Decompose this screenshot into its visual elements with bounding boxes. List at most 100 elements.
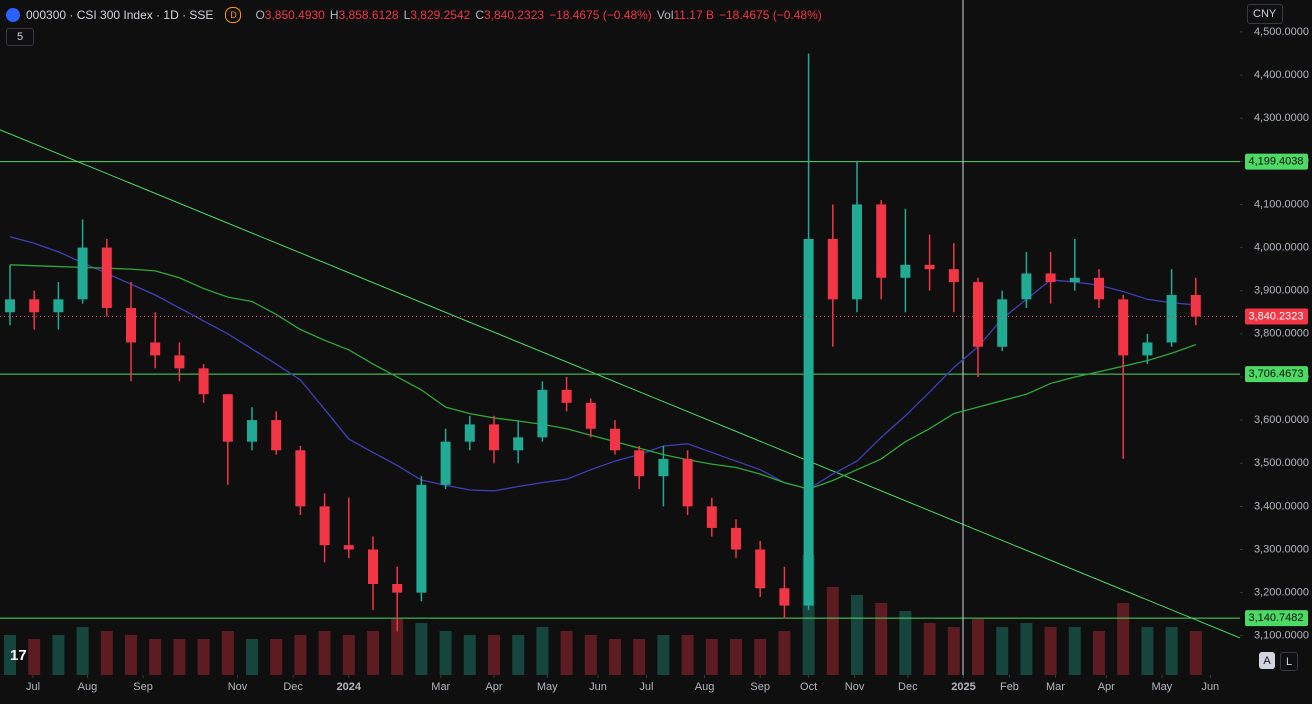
y-tick-label: 4,400.0000 (1254, 69, 1309, 81)
y-tick-label: 3,200.0000 (1254, 587, 1309, 599)
y-tick-label: 4,300.0000 (1254, 112, 1309, 124)
y-tick-label: 3,100.0000 (1254, 630, 1309, 642)
candle-body (948, 269, 959, 283)
candle-body (658, 458, 669, 477)
volume-bar (1020, 623, 1033, 675)
candle-body (1069, 277, 1080, 283)
volume-bar (52, 635, 65, 675)
volume-change: −18.4675 (−0.48%) (718, 7, 822, 22)
moving-average (9, 236, 1196, 492)
volume-bar (536, 627, 549, 675)
candle-body (1166, 295, 1177, 343)
x-tick-label: 2025 (951, 681, 975, 693)
volume-label: Vol (656, 7, 674, 22)
legend-header: 000300 · CSI 300 Index · 1D · SSE D O3,8… (6, 6, 827, 23)
volume-bar (1189, 631, 1202, 675)
volume-bar (947, 627, 960, 675)
level-label: 4,199.4038 (1248, 155, 1303, 167)
candle-body (706, 506, 717, 528)
level-label-bg (1245, 153, 1308, 170)
x-tick-label: Dec (898, 681, 918, 693)
volume-bar (560, 631, 573, 675)
x-tick-label: Nov (228, 681, 248, 693)
volume-bar (1141, 627, 1154, 675)
candle-body (852, 204, 862, 300)
currency-select[interactable]: CNY (1247, 4, 1283, 24)
volume-bar (439, 631, 452, 675)
tv-logo: 17 (10, 647, 27, 664)
x-tick-label: Feb (1000, 681, 1019, 693)
trend-line (0, 129, 1241, 639)
candle-body (585, 402, 596, 429)
volume-bar (609, 639, 621, 675)
candle-body (416, 484, 427, 593)
candle-body (755, 549, 766, 589)
candle-body (610, 428, 620, 451)
volume-bar (584, 635, 597, 675)
indicator-toggle[interactable]: 5 (6, 28, 34, 46)
volume-bar (1093, 631, 1105, 675)
volume-bar (173, 639, 186, 675)
volume-bar (826, 587, 839, 675)
y-tick-label: 4,000.0000 (1254, 241, 1309, 253)
indicator-count: 5 (16, 31, 24, 43)
candle-body (126, 307, 136, 343)
volume-bar (681, 635, 694, 675)
candle-body (489, 424, 499, 451)
volume-bar (4, 635, 16, 675)
candle-body (464, 424, 475, 442)
candle-body (1045, 273, 1056, 283)
volume-bar (197, 639, 210, 675)
candle-body (1142, 342, 1153, 356)
moving-average (9, 264, 1197, 490)
y-tick-label: 3,600.0000 (1254, 414, 1309, 426)
candle-body (150, 342, 161, 356)
last-price-label: 3,840.2323 (1248, 310, 1303, 322)
volume-bar (270, 639, 283, 675)
x-tick-label: May (537, 681, 558, 693)
x-tick-label: Apr (485, 681, 502, 693)
candle-body (561, 389, 572, 403)
volume-bar (367, 631, 379, 675)
volume-bar (1044, 627, 1057, 675)
candle-body (271, 420, 282, 451)
x-tick-label: Oct (800, 681, 817, 693)
auto-scale-button[interactable]: A (1259, 652, 1275, 669)
symbol-title[interactable]: 000300 · CSI 300 Index · 1D · SSE (26, 7, 214, 22)
candle-body (174, 355, 185, 369)
x-tick-label: Nov (845, 681, 865, 693)
candle-body (997, 299, 1008, 347)
volume-bar (730, 639, 742, 675)
volume-bar (415, 623, 428, 675)
candle-body (900, 264, 911, 278)
candle-body (973, 282, 983, 347)
candle-body (924, 264, 935, 270)
y-tick-label: 3,400.0000 (1254, 500, 1309, 512)
x-tick-label: Mar (1046, 681, 1065, 693)
ohlc-value: 3,829.2542 (410, 7, 471, 22)
candle-body (1021, 273, 1032, 300)
ohlc-value: 3,850.4930 (264, 7, 325, 22)
volume-bar (972, 619, 984, 675)
x-tick-label: Jul (639, 681, 653, 693)
y-tick-label: 3,800.0000 (1254, 328, 1309, 340)
candle-body (343, 545, 354, 550)
x-tick-label: Apr (1098, 681, 1115, 693)
log-scale-button[interactable]: L (1280, 652, 1298, 671)
level-label: 3,140.7482 (1248, 612, 1303, 624)
volume-bar (342, 635, 355, 675)
candle-body (682, 458, 693, 507)
volume-bar (996, 627, 1009, 675)
volume-bar (294, 635, 307, 675)
x-tick-label: Aug (695, 681, 715, 693)
x-tick-label: Aug (78, 681, 98, 693)
price-axis-bg (1240, 0, 1312, 699)
volume-bar (28, 639, 41, 675)
candle-body (77, 247, 88, 300)
x-tick-label: Jul (26, 681, 40, 693)
volume-bar (851, 595, 863, 675)
candle-body (222, 394, 233, 442)
volume-bar (391, 619, 404, 675)
ohlc-label: O (255, 7, 265, 22)
level-label-bg (1245, 366, 1308, 383)
